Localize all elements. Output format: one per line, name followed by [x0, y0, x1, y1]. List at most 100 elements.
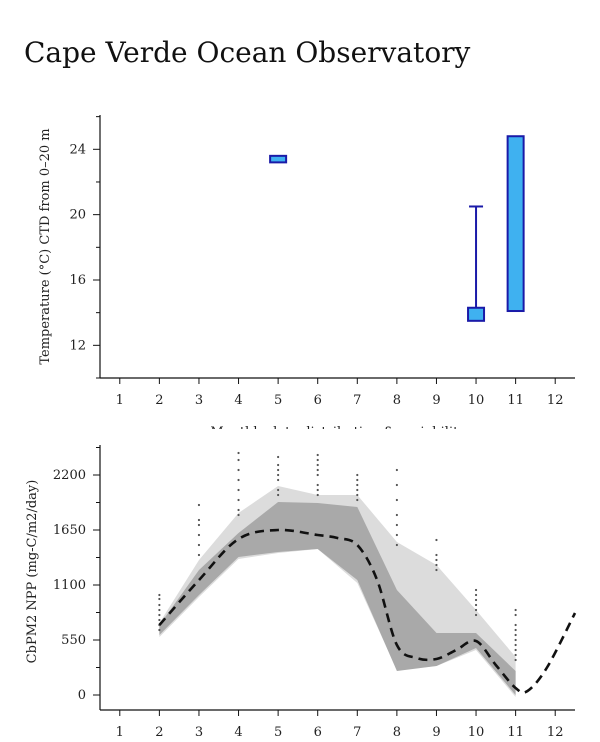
- data-point: [158, 618, 161, 622]
- data-point: [514, 643, 517, 647]
- data-point: [277, 468, 280, 472]
- x-tick-label: 8: [393, 393, 401, 408]
- x-tick-label: 11: [507, 393, 524, 408]
- y-tick-label: 2200: [53, 468, 86, 483]
- x-tick-label: 9: [432, 725, 440, 740]
- data-point: [197, 523, 201, 527]
- data-point: [395, 498, 398, 502]
- data-point: [356, 483, 359, 487]
- data-point: [277, 488, 280, 492]
- data-point: [277, 493, 280, 497]
- data-point: [514, 628, 517, 632]
- x-tick-label: 2: [155, 725, 163, 740]
- box-month-11: [506, 135, 525, 313]
- data-point: [356, 493, 359, 497]
- data-point: [237, 478, 240, 482]
- data-point: [237, 488, 240, 492]
- inner-variability-band: [159, 502, 516, 695]
- y-axis-label: CbPM2 NPP (mg-C/m2/day): [25, 480, 40, 664]
- x-tick-label: 5: [274, 725, 282, 740]
- data-point: [316, 483, 319, 487]
- data-point: [514, 608, 517, 612]
- data-point: [316, 458, 319, 462]
- box-month-10: [467, 306, 486, 322]
- mean-npp-line: [158, 528, 577, 695]
- data-point: [277, 478, 280, 482]
- data-point: [514, 613, 517, 617]
- x-tick-label: 5: [274, 393, 282, 408]
- y-tick-label: 20: [69, 208, 86, 223]
- y-tick-label: 1100: [53, 578, 86, 593]
- x-tick-label: 7: [353, 393, 361, 408]
- x-tick-label: 12: [547, 393, 564, 408]
- data-point: [435, 563, 438, 567]
- data-point: [237, 451, 240, 455]
- data-point: [395, 513, 398, 517]
- x-tick-label: 11: [507, 725, 524, 740]
- data-point: [514, 648, 517, 652]
- y-tick-label: 550: [61, 633, 86, 648]
- data-point: [474, 593, 478, 597]
- data-point: [435, 568, 438, 572]
- data-point: [395, 543, 398, 547]
- data-point: [435, 558, 438, 562]
- data-point: [356, 473, 359, 477]
- data-point: [197, 543, 201, 547]
- page-title: Cape Verde Ocean Observatory: [24, 36, 471, 69]
- data-point: [514, 623, 517, 627]
- data-point: [197, 518, 201, 522]
- x-tick-label: 4: [234, 393, 242, 408]
- data-point: [237, 513, 240, 517]
- data-point: [237, 458, 240, 462]
- data-point: [514, 653, 517, 657]
- x-tick-label: 10: [468, 725, 485, 740]
- x-tick-label: 1: [116, 393, 124, 408]
- x-tick-label: 3: [195, 393, 203, 408]
- x-tick-label: 7: [353, 725, 361, 740]
- data-point: [277, 473, 280, 477]
- data-point: [474, 603, 478, 607]
- data-point: [316, 453, 319, 457]
- x-tick-label: 6: [314, 393, 322, 408]
- box-month-5: [269, 154, 288, 164]
- data-point: [237, 498, 240, 502]
- data-point: [316, 493, 319, 497]
- x-tick-label: 3: [195, 725, 203, 740]
- data-point: [197, 533, 201, 537]
- x-tick-label: 8: [393, 725, 401, 740]
- data-point: [316, 468, 319, 472]
- data-point: [316, 488, 319, 492]
- data-point: [395, 523, 398, 527]
- data-point: [158, 628, 161, 632]
- y-tick-label: 0: [78, 688, 86, 703]
- x-tick-label: 4: [234, 725, 242, 740]
- data-point: [237, 508, 240, 512]
- data-point: [514, 658, 517, 662]
- y-axis-label: Temperature (°C) CTD from 0–20 m: [38, 128, 53, 364]
- y-tick-label: 1650: [53, 523, 86, 538]
- x-tick-label: 12: [547, 725, 564, 740]
- data-point: [395, 483, 398, 487]
- data-point: [237, 468, 240, 472]
- chart-divider: [0, 429, 600, 445]
- data-point: [395, 468, 398, 472]
- data-point: [277, 455, 280, 459]
- y-tick-label: 16: [69, 273, 86, 288]
- y-tick-label: 12: [69, 338, 86, 353]
- data-point: [356, 478, 359, 482]
- data-point: [356, 488, 359, 492]
- data-point: [197, 503, 201, 507]
- data-point: [197, 553, 201, 557]
- x-tick-label: 6: [314, 725, 322, 740]
- data-point: [435, 538, 438, 542]
- data-point: [514, 638, 517, 642]
- data-point: [356, 498, 359, 502]
- data-point: [514, 633, 517, 637]
- data-point: [158, 613, 161, 617]
- data-point: [474, 588, 478, 592]
- y-tick-label: 24: [69, 142, 86, 157]
- data-point: [474, 598, 478, 602]
- data-point: [435, 553, 438, 557]
- data-point: [316, 473, 319, 477]
